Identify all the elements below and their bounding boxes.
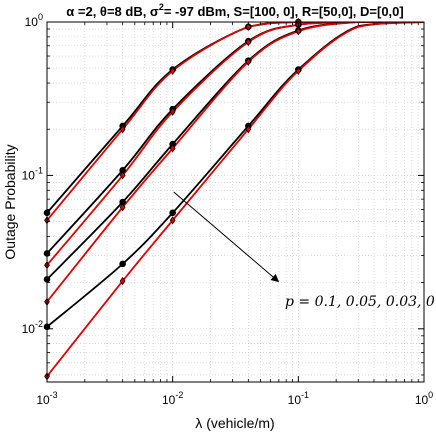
y-tick-labels: 10-2 10-1 100 <box>22 12 43 336</box>
data-point-diamond <box>245 37 252 47</box>
chart-title-part-b: = -97 dBm, S=[100, 0], R=[50,0], D=[0,0] <box>164 4 404 19</box>
series-line-black-p=0.05 <box>47 22 424 255</box>
data-point-circle <box>119 260 126 268</box>
data-point-diamond <box>245 57 252 66</box>
data-point-diamond <box>119 125 126 134</box>
data-point-diamond <box>169 144 176 153</box>
series-line-red-p=0.1 <box>47 22 424 221</box>
x-tick-label: 10-3 <box>36 390 57 407</box>
y-axis-label: Outage Probability <box>2 144 18 259</box>
data-point-diamond <box>295 66 302 75</box>
data-point-diamond <box>119 171 126 180</box>
chart-title-part-a: α =2, θ=8 dB, σ <box>66 4 159 19</box>
y-tick-label: 10-1 <box>22 165 43 182</box>
data-point-diamond <box>245 125 252 134</box>
x-axis-label: λ (vehicle/m) <box>195 415 274 431</box>
data-point-circle <box>169 209 176 217</box>
data-point-diamond <box>169 216 176 225</box>
chart-title-superscript: 2 <box>159 2 164 12</box>
grid-lines <box>46 22 424 382</box>
data-point-diamond <box>119 276 126 286</box>
annotation-arrow <box>173 191 280 283</box>
data-point-diamond <box>295 27 302 36</box>
x-tick-label: 10-2 <box>162 390 183 407</box>
series-layer <box>47 22 424 377</box>
y-tick-label: 100 <box>25 12 43 29</box>
series-line-black-p=0.03 <box>47 22 424 280</box>
y-tick-label: 10-2 <box>22 319 43 336</box>
series-line-black-p=0.01 <box>47 22 424 328</box>
series-line-red-p=0.03 <box>47 22 424 303</box>
series-line-red-p=0.01 <box>47 22 424 377</box>
plot-frame <box>46 21 425 383</box>
data-point-diamond <box>119 203 126 212</box>
data-point-diamond <box>169 107 176 116</box>
x-tick-labels: 10-3 10-2 10-1 100 <box>36 390 433 407</box>
annotation-label: p = 0.1, 0.05, 0.03, 0.01 <box>285 294 436 310</box>
data-point-diamond <box>169 66 176 75</box>
x-tick-label: 100 <box>415 390 433 407</box>
data-point-diamond <box>245 22 252 31</box>
x-tick-label: 10-1 <box>288 390 309 407</box>
tick-marks <box>46 21 425 382</box>
chart-title: α =2, θ=8 dB, σ2= -97 dBm, S=[100, 0], R… <box>66 2 403 19</box>
